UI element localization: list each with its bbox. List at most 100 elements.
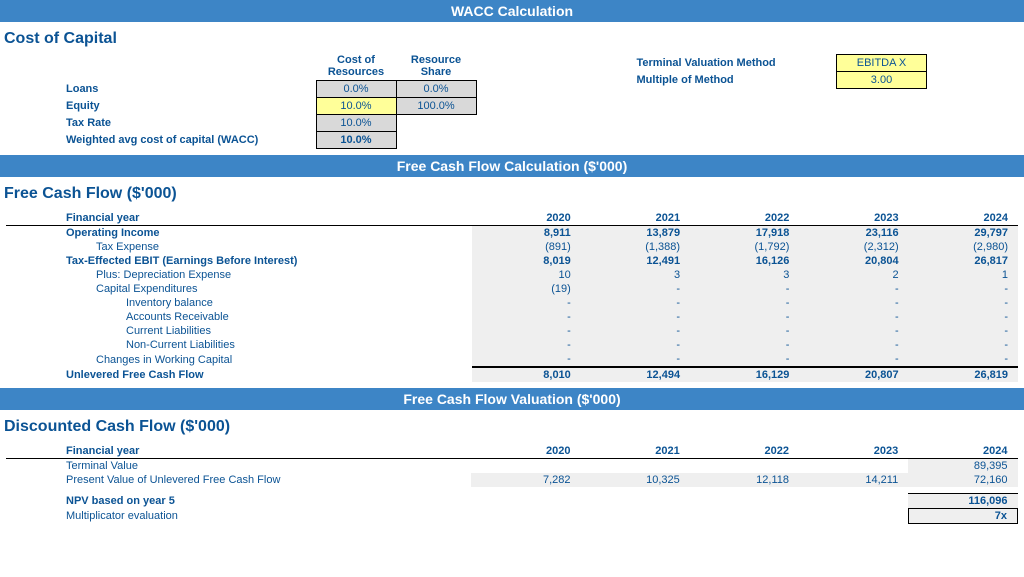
cell-value: 8,911 — [472, 226, 581, 241]
table-row: Non-Current Liabilities----- — [6, 338, 1018, 352]
cell-value: - — [799, 324, 908, 338]
table-row: Capital Expenditures(19)---- — [6, 282, 1018, 296]
cell-value: - — [472, 352, 581, 367]
cell-value: 7,282 — [471, 473, 580, 487]
cell-value: 8,010 — [472, 367, 581, 382]
row-label: Accounts Receivable — [6, 310, 472, 324]
dcf-year-2: 2022 — [690, 444, 799, 459]
cell-value: - — [581, 352, 690, 367]
terminal-multiple-label: Multiple of Method — [637, 72, 837, 89]
cell-value: - — [581, 310, 690, 324]
dcf-year-4: 2024 — [908, 444, 1017, 459]
table-row: Unlevered Free Cash Flow8,01012,49416,12… — [6, 367, 1018, 382]
row-label: Current Liabilities — [6, 324, 472, 338]
table-row: Terminal Value89,395 — [6, 459, 1018, 474]
cell-value: - — [690, 310, 799, 324]
wacc-loans-cost[interactable]: 0.0% — [316, 81, 396, 98]
cell-value: - — [909, 352, 1018, 367]
title-dcf: Discounted Cash Flow ($'000) — [0, 416, 1024, 440]
cell-value: 17,918 — [690, 226, 799, 241]
row-label: Unlevered Free Cash Flow — [6, 367, 472, 382]
cell-value: - — [581, 296, 690, 310]
multiplicator-label: Multiplicator evaluation — [6, 508, 471, 523]
fcf-table: Financial year 2020 2021 2022 2023 2024 … — [6, 211, 1018, 382]
wacc-loans-share[interactable]: 0.0% — [396, 81, 476, 98]
cell-value: 12,118 — [690, 473, 799, 487]
cell-value — [581, 459, 690, 474]
cell-value: (2,312) — [799, 240, 908, 254]
table-row: Tax Expense(891)(1,388)(1,792)(2,312)(2,… — [6, 240, 1018, 254]
cell-value: 3 — [690, 268, 799, 282]
cell-value: 14,211 — [799, 473, 908, 487]
fcf-year-2: 2022 — [690, 211, 799, 226]
row-label: Plus: Depreciation Expense — [6, 268, 472, 282]
dcf-year-1: 2021 — [581, 444, 690, 459]
banner-wacc: WACC Calculation — [0, 0, 1024, 22]
fcf-header-row: Financial year 2020 2021 2022 2023 2024 — [6, 211, 1018, 226]
table-row: Plus: Depreciation Expense103321 — [6, 268, 1018, 282]
cell-value: 1 — [909, 268, 1018, 282]
wacc-total-value[interactable]: 10.0% — [316, 132, 396, 149]
wacc-loans-label: Loans — [66, 81, 316, 98]
cell-value: - — [472, 324, 581, 338]
cell-value: 89,395 — [908, 459, 1017, 474]
table-row: Operating Income8,91113,87917,91823,1162… — [6, 226, 1018, 241]
cell-value: 16,126 — [690, 254, 799, 268]
cell-value: - — [909, 338, 1018, 352]
cell-value: - — [799, 296, 908, 310]
cell-value: - — [690, 352, 799, 367]
wacc-tax-cost[interactable]: 10.0% — [316, 115, 396, 132]
cell-value: - — [690, 296, 799, 310]
dcf-year-0: 2020 — [471, 444, 580, 459]
cell-value: - — [690, 338, 799, 352]
cell-value: 8,019 — [472, 254, 581, 268]
cell-value: 12,491 — [581, 254, 690, 268]
terminal-table: Terminal Valuation Method EBITDA X Multi… — [637, 54, 928, 89]
cell-value: - — [690, 324, 799, 338]
cell-value: 10 — [472, 268, 581, 282]
dcf-table: Financial year 2020 2021 2022 2023 2024 … — [6, 444, 1018, 524]
cell-value: - — [799, 282, 908, 296]
dcf-year-3: 2023 — [799, 444, 908, 459]
fcf-financial-year-label: Financial year — [6, 211, 472, 226]
cell-value: - — [909, 324, 1018, 338]
table-row: Tax-Effected EBIT (Earnings Before Inter… — [6, 254, 1018, 268]
wacc-equity-label: Equity — [66, 98, 316, 115]
terminal-method-value[interactable]: EBITDA X — [837, 55, 927, 72]
fcf-year-4: 2024 — [909, 211, 1018, 226]
cell-value: - — [581, 324, 690, 338]
wacc-total-label: Weighted avg cost of capital (WACC) — [66, 132, 316, 149]
npv-value: 116,096 — [908, 493, 1017, 508]
cell-value: (1,792) — [690, 240, 799, 254]
cell-value: 10,325 — [581, 473, 690, 487]
cell-value: (2,980) — [909, 240, 1018, 254]
fcf-year-1: 2021 — [581, 211, 690, 226]
cell-value: - — [909, 282, 1018, 296]
cell-value: (19) — [472, 282, 581, 296]
cell-value: - — [472, 310, 581, 324]
wacc-equity-share[interactable]: 100.0% — [396, 98, 476, 115]
title-fcf: Free Cash Flow ($'000) — [0, 183, 1024, 207]
npv-label: NPV based on year 5 — [6, 493, 471, 508]
cell-value: - — [909, 310, 1018, 324]
wacc-equity-cost[interactable]: 10.0% — [316, 98, 396, 115]
cell-value: - — [472, 296, 581, 310]
wacc-table: Cost of Resources Resource Share Loans 0… — [66, 52, 477, 149]
row-label: Non-Current Liabilities — [6, 338, 472, 352]
dcf-header-row: Financial year 2020 2021 2022 2023 2024 — [6, 444, 1018, 459]
terminal-multiple-value[interactable]: 3.00 — [837, 72, 927, 89]
cell-value — [690, 459, 799, 474]
cell-value: 12,494 — [581, 367, 690, 382]
terminal-method-label: Terminal Valuation Method — [637, 55, 837, 72]
row-label: Inventory balance — [6, 296, 472, 310]
cell-value: 2 — [799, 268, 908, 282]
row-label: Tax-Effected EBIT (Earnings Before Inter… — [6, 254, 472, 268]
cell-value: - — [909, 296, 1018, 310]
table-row: Changes in Working Capital----- — [6, 352, 1018, 367]
cell-value: - — [581, 338, 690, 352]
cell-value: 3 — [581, 268, 690, 282]
row-label: Capital Expenditures — [6, 282, 472, 296]
cell-value: - — [799, 338, 908, 352]
table-row: Present Value of Unlevered Free Cash Flo… — [6, 473, 1018, 487]
fcf-year-0: 2020 — [472, 211, 581, 226]
